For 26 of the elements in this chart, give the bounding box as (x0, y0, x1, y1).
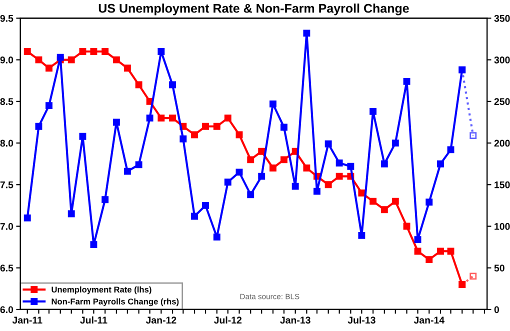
y2-tick-label: 150 (494, 181, 510, 188)
y2-tick-label: 100 (494, 222, 510, 230)
y2-tick-label: 0 (494, 306, 500, 314)
x-tick-label: Jul-11 (80, 316, 108, 324)
y-tick-label: 7.0 (0, 222, 14, 230)
y-tick-label: 6.0 (0, 306, 14, 314)
y-tick-label: 9.5 (0, 14, 14, 22)
legend-label: Non-Farm Payrolls Change (rhs) (52, 298, 179, 306)
y2-tick-label: 50 (494, 264, 504, 272)
x-tick-label: Jul-12 (214, 316, 242, 324)
x-tick-label: Jan-12 (146, 316, 176, 324)
y2-tick-label: 250 (494, 98, 510, 106)
chart-title: US Unemployment Rate & Non-Farm Payroll Change (98, 4, 409, 16)
y2-tick-label: 350 (494, 14, 510, 22)
y2-tick-label: 200 (494, 140, 510, 147)
x-tick-label: Jan-11 (12, 316, 42, 324)
y-tick-label: 6.5 (0, 264, 14, 272)
y2-tick-label: 300 (494, 56, 510, 64)
y-tick-label: 9.0 (0, 56, 14, 64)
y-tick-label: 7.5 (0, 181, 14, 188)
y-tick-label: 8.5 (0, 98, 14, 106)
x-tick-label: Jan-13 (280, 316, 310, 324)
x-tick-label: Jan-14 (414, 316, 444, 324)
y-tick-label: 8.0 (0, 140, 14, 147)
legend-label: Unemployment Rate (lhs) (52, 286, 152, 294)
x-tick-label: Jul-13 (348, 316, 376, 324)
